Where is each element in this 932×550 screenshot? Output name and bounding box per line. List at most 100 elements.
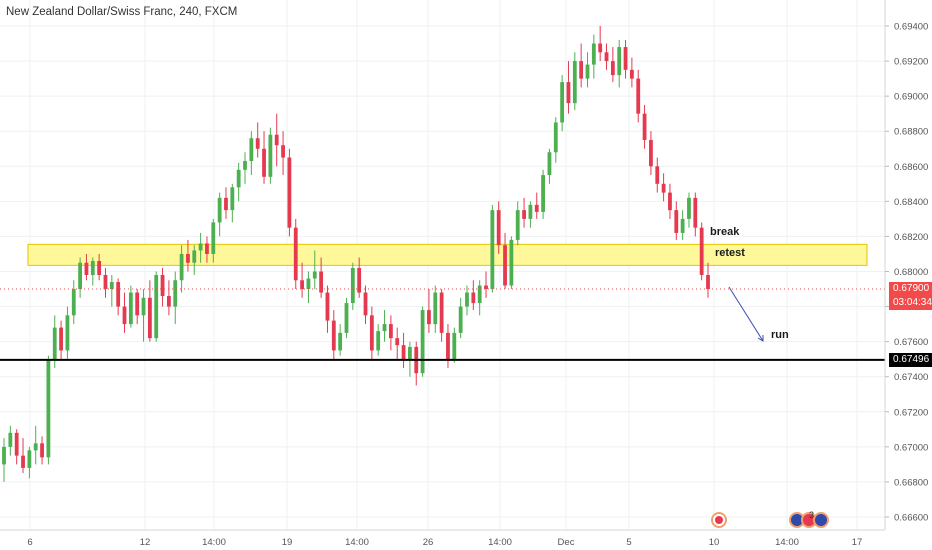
candle-body xyxy=(154,275,159,339)
price-tick-label: 0.69200 xyxy=(894,57,928,68)
candle-body xyxy=(116,282,121,307)
candle-body xyxy=(319,271,324,293)
candle-body xyxy=(338,332,343,351)
candle-body xyxy=(585,64,590,79)
annotation-break[interactable]: break xyxy=(710,226,740,238)
candle-body xyxy=(59,327,63,351)
support-resistance-zone[interactable] xyxy=(27,243,868,266)
price-tick-label: 0.68600 xyxy=(894,162,928,173)
candle-body xyxy=(78,262,83,290)
candle-body xyxy=(160,275,165,297)
candle-body xyxy=(281,145,285,158)
candle-body xyxy=(522,210,526,219)
candle-body xyxy=(515,210,520,240)
candlestick-series xyxy=(2,26,710,482)
time-tick-label: 5 xyxy=(626,537,631,548)
candle-body xyxy=(325,292,330,321)
candle-body xyxy=(636,78,641,114)
candle-body xyxy=(674,210,679,233)
candle-body xyxy=(243,161,247,170)
candle-body xyxy=(217,197,222,223)
candle-body xyxy=(572,61,577,104)
candle-body xyxy=(420,310,425,374)
candle-body xyxy=(655,166,660,184)
candle-body xyxy=(503,245,507,286)
candle-body xyxy=(693,197,698,228)
candle-body xyxy=(661,183,666,193)
event-count-badge: 3 xyxy=(809,510,815,520)
price-tick-label: 0.67000 xyxy=(894,442,928,453)
candle-body xyxy=(103,275,108,290)
candle-body xyxy=(331,320,336,351)
candle-body xyxy=(598,43,603,53)
horizontal-line-price-tag: 0.67496 xyxy=(889,353,932,367)
candle-body xyxy=(566,82,571,104)
candle-body xyxy=(90,260,95,276)
bar-countdown-tag: 03:04:34 xyxy=(889,296,932,310)
candle-body xyxy=(408,346,412,360)
candle-body xyxy=(21,455,25,468)
candle-body xyxy=(255,138,260,149)
candle-body xyxy=(680,218,685,233)
economic-event-icon-nz-2[interactable] xyxy=(813,512,829,528)
time-tick-label: 17 xyxy=(852,537,863,548)
candle-body xyxy=(179,253,184,281)
candle-body xyxy=(14,432,19,456)
candle-body xyxy=(477,285,482,304)
price-tick-label: 0.69000 xyxy=(894,92,928,103)
candle-body xyxy=(427,310,431,325)
candle-body xyxy=(274,134,279,146)
annotation-retest[interactable]: retest xyxy=(715,247,745,259)
price-tick-label: 0.68800 xyxy=(894,127,928,138)
flag-icon xyxy=(715,516,723,524)
candle-body xyxy=(344,303,349,333)
time-tick-label: 14:00 xyxy=(775,537,799,548)
candle-body xyxy=(553,122,558,153)
candle-body xyxy=(509,239,514,286)
candle-body xyxy=(135,292,140,316)
candle-body xyxy=(293,227,298,281)
candle-body xyxy=(617,47,622,76)
candle-body xyxy=(446,332,450,360)
candle-body xyxy=(706,275,710,290)
projection-arrow[interactable] xyxy=(728,286,764,342)
candle-body xyxy=(306,278,311,290)
time-tick-label: Dec xyxy=(558,537,575,548)
time-tick-label: 14:00 xyxy=(345,537,369,548)
candle-body xyxy=(186,253,190,263)
time-axis[interactable]: 6 12 14:00 19 14:00 26 14:00 Dec 5 10 14:00 17 xyxy=(27,537,862,548)
candle-body xyxy=(579,61,584,79)
candle-body xyxy=(363,292,368,316)
candle-body xyxy=(357,267,362,293)
candle-body xyxy=(490,210,495,290)
candle-body xyxy=(350,267,355,304)
price-tick-label: 0.66600 xyxy=(894,513,928,524)
price-tick-label: 0.67400 xyxy=(894,372,928,383)
time-tick-label: 12 xyxy=(140,537,151,548)
time-tick-label: 10 xyxy=(709,537,720,548)
candle-body xyxy=(484,285,488,290)
candle-body xyxy=(97,260,102,276)
candle-body xyxy=(84,262,89,276)
candle-body xyxy=(198,243,203,251)
candle-body xyxy=(687,197,691,219)
annotation-run[interactable]: run xyxy=(771,329,789,341)
candle-body xyxy=(401,345,406,360)
candle-body xyxy=(2,446,6,465)
candle-body xyxy=(376,331,381,351)
candle-body xyxy=(211,222,216,254)
candle-body xyxy=(71,289,76,316)
candle-body xyxy=(433,292,438,325)
candle-body xyxy=(604,52,609,62)
candle-body xyxy=(33,443,38,451)
candle-body xyxy=(65,315,70,351)
price-tick-label: 0.66800 xyxy=(894,477,928,488)
economic-event-icon[interactable] xyxy=(711,512,727,528)
candle-body xyxy=(623,47,628,70)
candle-body xyxy=(471,292,476,304)
candle-body xyxy=(230,187,235,211)
candle-body xyxy=(496,210,501,246)
price-axis[interactable]: 0.69400 0.69200 0.69000 0.68800 0.68600 0.684… xyxy=(885,22,928,524)
candle-body xyxy=(388,324,393,339)
